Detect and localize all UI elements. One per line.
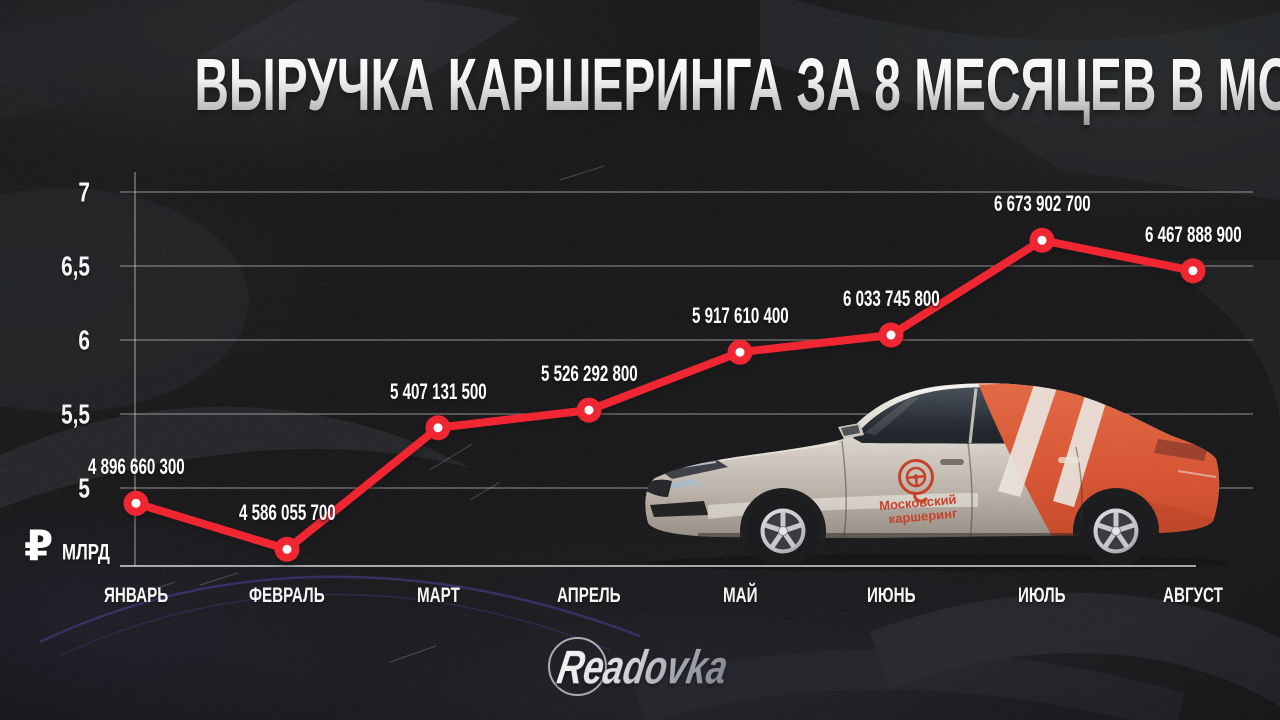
unit-label: МЛРД — [62, 540, 111, 565]
readovka-logo: Readovka — [548, 634, 778, 700]
month-label-may: МАЙ — [722, 584, 758, 608]
month-label-august: АВГУСТ — [1162, 584, 1223, 608]
y-tick-6-5: 6,5 — [61, 250, 90, 282]
ruble-sign: ₽ — [24, 521, 54, 570]
y-axis-unit: ₽ МЛРД — [24, 521, 122, 570]
month-label-july: ИЮЛЬ — [1018, 584, 1066, 608]
chart-title: ВЫРУЧКА КАРШЕРИНГА ЗА 8 МЕСЯЦЕВ В МОСКВЕ — [194, 43, 1280, 128]
value-label-january: 4 896 660 300 — [87, 455, 185, 480]
value-label-february: 4 586 055 700 — [238, 501, 336, 526]
value-label-may: 5 917 610 400 — [691, 304, 789, 329]
value-label-july: 6 673 902 700 — [993, 192, 1091, 217]
month-label-january: ЯНВАРЬ — [104, 584, 169, 608]
y-tick-7: 7 — [78, 176, 90, 208]
month-label-june: ИЮНЬ — [866, 584, 916, 608]
readovka-logo-text: Readovka — [553, 641, 732, 694]
chart-title-row: ВЫРУЧКА КАРШЕРИНГА ЗА 8 МЕСЯЦЕВ В МОСКВЕ — [0, 44, 1280, 127]
value-label-march: 5 407 131 500 — [389, 379, 487, 405]
y-tick-5-5: 5,5 — [61, 398, 90, 430]
month-label-april: АПРЕЛЬ — [557, 584, 621, 608]
y-tick-5: 5 — [78, 472, 90, 504]
y-tick-6: 6 — [78, 324, 90, 356]
value-label-june: 6 033 745 800 — [842, 287, 940, 312]
value-label-april: 5 526 292 800 — [540, 362, 638, 387]
month-label-february: ФЕВРАЛЬ — [249, 584, 325, 608]
value-label-august: 6 467 888 900 — [1144, 222, 1242, 248]
month-label-march: МАРТ — [416, 584, 460, 608]
